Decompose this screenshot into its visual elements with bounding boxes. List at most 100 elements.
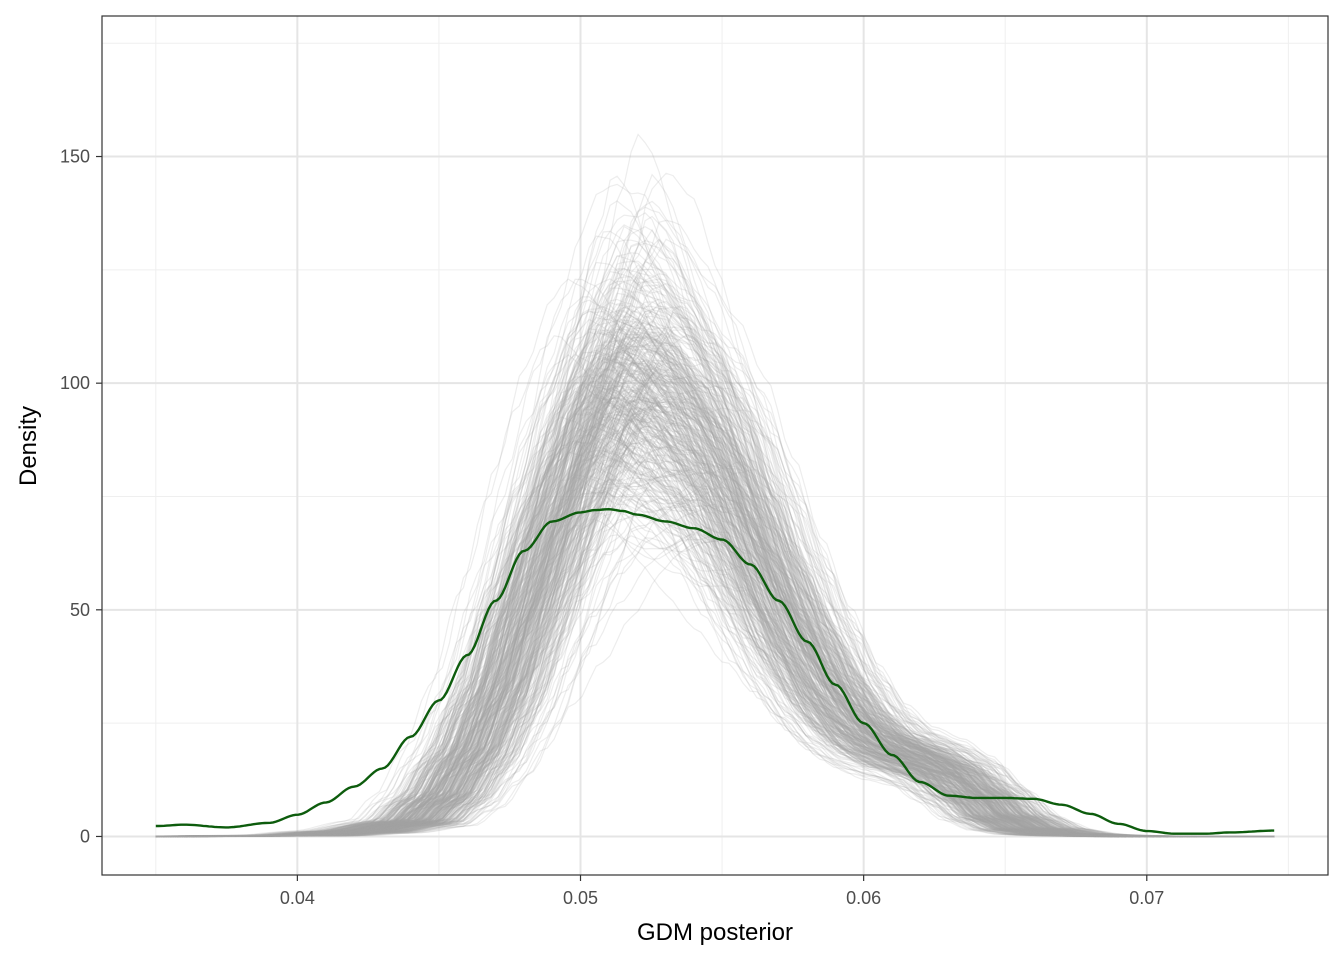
replicate-curve	[155, 406, 1275, 838]
replicate-curve	[155, 471, 1275, 838]
replicate-curve	[155, 326, 1275, 838]
replicate-curve	[155, 200, 1275, 838]
replicate-curve	[155, 444, 1275, 838]
replicate-curve	[155, 367, 1275, 838]
replicate-curve	[155, 319, 1275, 838]
replicate-curve	[155, 449, 1275, 838]
replicate-curve	[155, 298, 1275, 838]
replicate-curve	[155, 332, 1275, 838]
replicate-curve	[155, 305, 1275, 838]
replicate-curve	[155, 383, 1275, 838]
replicate-curve	[155, 344, 1275, 838]
replicate-curve	[155, 467, 1275, 838]
replicate-curve	[155, 448, 1275, 838]
replicate-curve	[155, 426, 1275, 838]
replicate-curve	[155, 390, 1275, 838]
replicate-curve	[155, 356, 1275, 838]
replicate-curve	[155, 397, 1275, 838]
replicate-curve	[155, 450, 1275, 838]
replicate-curve	[155, 413, 1275, 838]
replicate-curve	[155, 416, 1275, 838]
replicate-curve	[155, 373, 1275, 838]
replicate-curve	[155, 423, 1275, 838]
replicate-curve	[155, 465, 1275, 838]
replicate-curve	[155, 410, 1275, 838]
replicate-curve	[155, 389, 1275, 838]
replicate-curve	[155, 374, 1275, 838]
replicate-curve	[155, 345, 1275, 838]
replicate-curve	[155, 292, 1275, 838]
replicate-curve	[155, 344, 1275, 838]
replicate-curve	[155, 340, 1275, 838]
x-tick-label: 0.06	[846, 888, 881, 908]
replicate-curve	[155, 398, 1275, 838]
replicate-curve	[155, 291, 1275, 838]
replicate-curve	[155, 347, 1275, 838]
replicate-curve	[155, 404, 1275, 838]
replicate-curve	[155, 435, 1275, 838]
replicate-curve	[155, 417, 1275, 838]
replicate-curve	[155, 447, 1275, 838]
replicate-curve	[155, 307, 1275, 838]
observed-density-curve	[155, 507, 1275, 835]
replicate-curve	[155, 434, 1275, 838]
y-tick-label: 0	[80, 826, 90, 846]
replicate-curve	[155, 309, 1275, 838]
replicate-curve	[155, 469, 1275, 838]
replicate-curve	[155, 478, 1275, 838]
replicate-curve	[155, 333, 1275, 838]
replicate-curve	[155, 422, 1275, 838]
replicate-curve	[155, 287, 1275, 838]
replicate-curve	[155, 328, 1275, 838]
replicate-curve	[155, 389, 1275, 838]
replicate-curve	[155, 339, 1275, 838]
replicate-curve	[155, 318, 1275, 838]
replicate-curve	[155, 329, 1275, 838]
replicate-curve	[155, 390, 1275, 838]
replicate-curve	[155, 411, 1275, 838]
replicate-curve	[155, 172, 1275, 838]
replicate-curve	[155, 351, 1275, 838]
replicate-curve	[155, 261, 1275, 838]
replicate-curve	[155, 282, 1275, 838]
replicate-curve	[155, 359, 1275, 838]
replicate-curve	[155, 382, 1275, 838]
replicate-curve	[155, 255, 1275, 838]
replicate-curve	[155, 308, 1275, 838]
replicate-curve	[155, 410, 1275, 838]
replicate-curve	[155, 489, 1275, 838]
replicate-curve	[155, 356, 1275, 838]
replicate-curve	[155, 353, 1275, 838]
replicate-curve	[155, 468, 1275, 838]
replicate-curve	[155, 360, 1275, 838]
replicate-curve	[155, 379, 1275, 838]
replicate-curve	[155, 441, 1275, 838]
replicate-curve	[155, 469, 1275, 838]
replicate-curve	[155, 350, 1275, 838]
replicate-curve	[155, 385, 1275, 838]
replicate-curve	[155, 440, 1275, 838]
replicate-curve	[155, 410, 1275, 838]
replicate-curve	[155, 173, 1275, 838]
x-tick-label: 0.07	[1129, 888, 1164, 908]
replicate-curve	[155, 316, 1275, 838]
replicate-curve	[155, 411, 1275, 838]
replicate-curve	[155, 343, 1275, 838]
replicate-curve	[155, 380, 1275, 838]
replicate-curve	[155, 497, 1275, 838]
replicate-curve	[155, 537, 1275, 838]
replicate-curve	[155, 365, 1275, 838]
replicate-curve	[155, 361, 1275, 838]
replicate-curve	[155, 479, 1275, 838]
replicate-curve	[155, 215, 1275, 838]
replicate-curve	[155, 278, 1275, 838]
replicate-curve	[155, 416, 1275, 838]
replicate-curve	[155, 279, 1275, 838]
replicate-curve	[155, 336, 1275, 838]
replicate-curve	[155, 397, 1275, 838]
replicate-curve	[155, 327, 1275, 838]
replicate-curve	[155, 429, 1275, 838]
replicate-curve	[155, 361, 1275, 838]
replicate-curve	[155, 349, 1275, 838]
replicate-curve	[155, 398, 1275, 838]
